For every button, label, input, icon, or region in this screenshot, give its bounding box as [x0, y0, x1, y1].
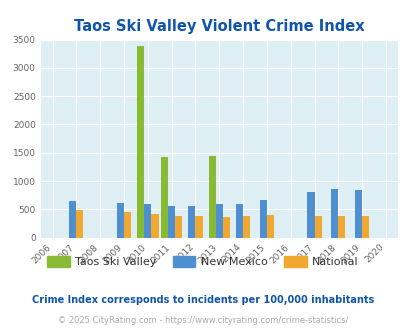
Bar	[259, 200, 266, 238]
Bar	[195, 216, 202, 238]
Bar	[144, 204, 151, 238]
Bar	[330, 189, 337, 238]
Bar	[124, 212, 131, 238]
Bar	[175, 215, 182, 238]
Bar	[208, 156, 215, 238]
Bar	[354, 190, 361, 238]
Bar	[307, 192, 314, 238]
Legend: Taos Ski Valley, New Mexico, National: Taos Ski Valley, New Mexico, National	[43, 251, 362, 272]
Text: Crime Index corresponds to incidents per 100,000 inhabitants: Crime Index corresponds to incidents per…	[32, 295, 373, 305]
Bar	[266, 215, 273, 238]
Text: © 2025 CityRating.com - https://www.cityrating.com/crime-statistics/: © 2025 CityRating.com - https://www.city…	[58, 315, 347, 325]
Bar	[76, 210, 83, 238]
Bar	[117, 203, 124, 238]
Bar	[168, 206, 175, 238]
Bar	[361, 215, 369, 238]
Bar	[337, 216, 345, 238]
Bar	[137, 47, 144, 238]
Bar	[243, 215, 249, 238]
Bar	[160, 157, 168, 238]
Bar	[188, 206, 195, 238]
Bar	[215, 204, 222, 238]
Title: Taos Ski Valley Violent Crime Index: Taos Ski Valley Violent Crime Index	[74, 19, 364, 34]
Bar	[151, 214, 158, 238]
Bar	[69, 201, 76, 238]
Bar	[314, 216, 321, 238]
Bar	[235, 204, 243, 238]
Bar	[222, 217, 229, 238]
